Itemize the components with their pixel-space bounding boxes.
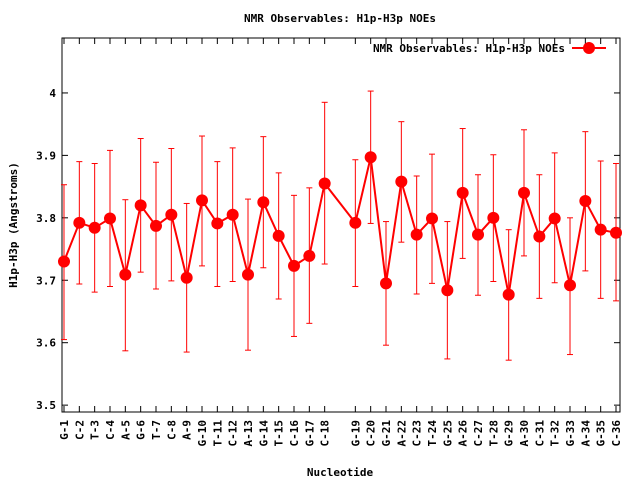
x-tick-label: A-22 [395,420,408,447]
legend: NMR Observables: H1p-H3p NOEs [373,42,606,55]
y-tick-label: 4 [49,87,56,100]
x-tick-label: C-16 [288,420,301,447]
x-tick-label: A-26 [457,420,470,447]
data-point [610,226,623,239]
x-tick-label: G-17 [303,420,316,447]
data-point [410,228,423,241]
x-axis-label: Nucleotide [307,466,374,479]
y-tick-label: 3.5 [36,399,56,412]
data-point [533,230,546,243]
x-tick-label: T-24 [426,420,439,447]
x-tick-label: G-21 [380,420,393,447]
x-tick-label: T-11 [211,420,224,447]
data-point [103,212,116,225]
data-point [548,212,561,225]
plot-border [61,37,621,413]
x-tick-label: A-5 [119,420,132,440]
x-tick-label: T-3 [89,420,102,440]
data-point [134,199,147,212]
data-point [257,196,270,209]
x-tick-label: T-28 [487,420,500,447]
x-tick-label: C-36 [610,420,623,447]
y-axis-label: H1p-H3p (Angstroms) [7,162,20,288]
data-point [487,211,500,224]
x-tick-label: C-31 [533,420,546,447]
data-point [180,271,193,284]
data-point [380,277,393,290]
y-tick-label: 3.8 [36,212,56,225]
data-point [272,229,285,242]
y-tick-label: 3.6 [36,337,56,350]
x-tick-label: A-30 [518,420,531,447]
legend-label: NMR Observables: H1p-H3p NOEs [373,42,565,55]
x-tick-label: T-7 [150,420,163,440]
data-point [441,284,454,297]
data-point [211,217,224,230]
x-tick-label: T-15 [273,420,286,447]
x-tick-label: G-19 [349,420,362,447]
data-point [318,177,331,190]
data-point [57,255,70,268]
data-point [426,212,439,225]
data-point [88,221,101,234]
x-tick-label: G-33 [564,420,577,447]
data-point [149,219,162,232]
y-tick-label: 3.7 [36,274,56,287]
data-point [456,186,469,199]
x-tick-label: C-20 [365,420,378,447]
data-point [502,288,515,301]
data-point [579,194,592,207]
data-point [472,228,485,241]
x-tick-label: G-1 [58,420,71,440]
data-point [242,268,254,281]
x-tick-label: A-34 [579,420,592,447]
data-point [226,208,239,221]
legend-marker-sample [583,42,595,54]
y-tick-label: 3.9 [36,149,56,162]
data-point [165,208,178,221]
x-tick-label: C-8 [165,420,178,440]
data-point [288,259,301,272]
x-tick-label: A-13 [242,420,255,447]
data-point [73,216,86,229]
x-tick-label: C-2 [73,420,86,440]
data-point [195,194,208,207]
chart-title: NMR Observables: H1p-H3p NOEs [244,12,436,25]
series-line [63,157,617,295]
x-tick-label: C-27 [472,420,485,447]
data-point [119,268,132,281]
data-point [349,216,362,229]
data-point [364,151,377,164]
data-point [518,186,531,199]
data-point [395,175,408,188]
x-tick-label: G-10 [196,420,209,447]
x-tick-label: C-18 [319,420,332,447]
data-point [564,279,577,292]
x-tick-label: G-29 [503,420,516,447]
x-tick-label: G-35 [595,420,608,447]
x-tick-label: G-14 [257,420,270,447]
x-tick-label: C-23 [411,420,424,447]
data-point [594,223,607,236]
x-tick-label: G-25 [441,420,454,447]
x-tick-label: T-32 [549,420,562,447]
x-tick-label: G-6 [135,420,148,440]
data-point [303,249,316,262]
x-tick-label: A-9 [181,420,194,440]
x-tick-label: C-4 [104,420,117,440]
x-tick-label: C-12 [227,420,240,447]
